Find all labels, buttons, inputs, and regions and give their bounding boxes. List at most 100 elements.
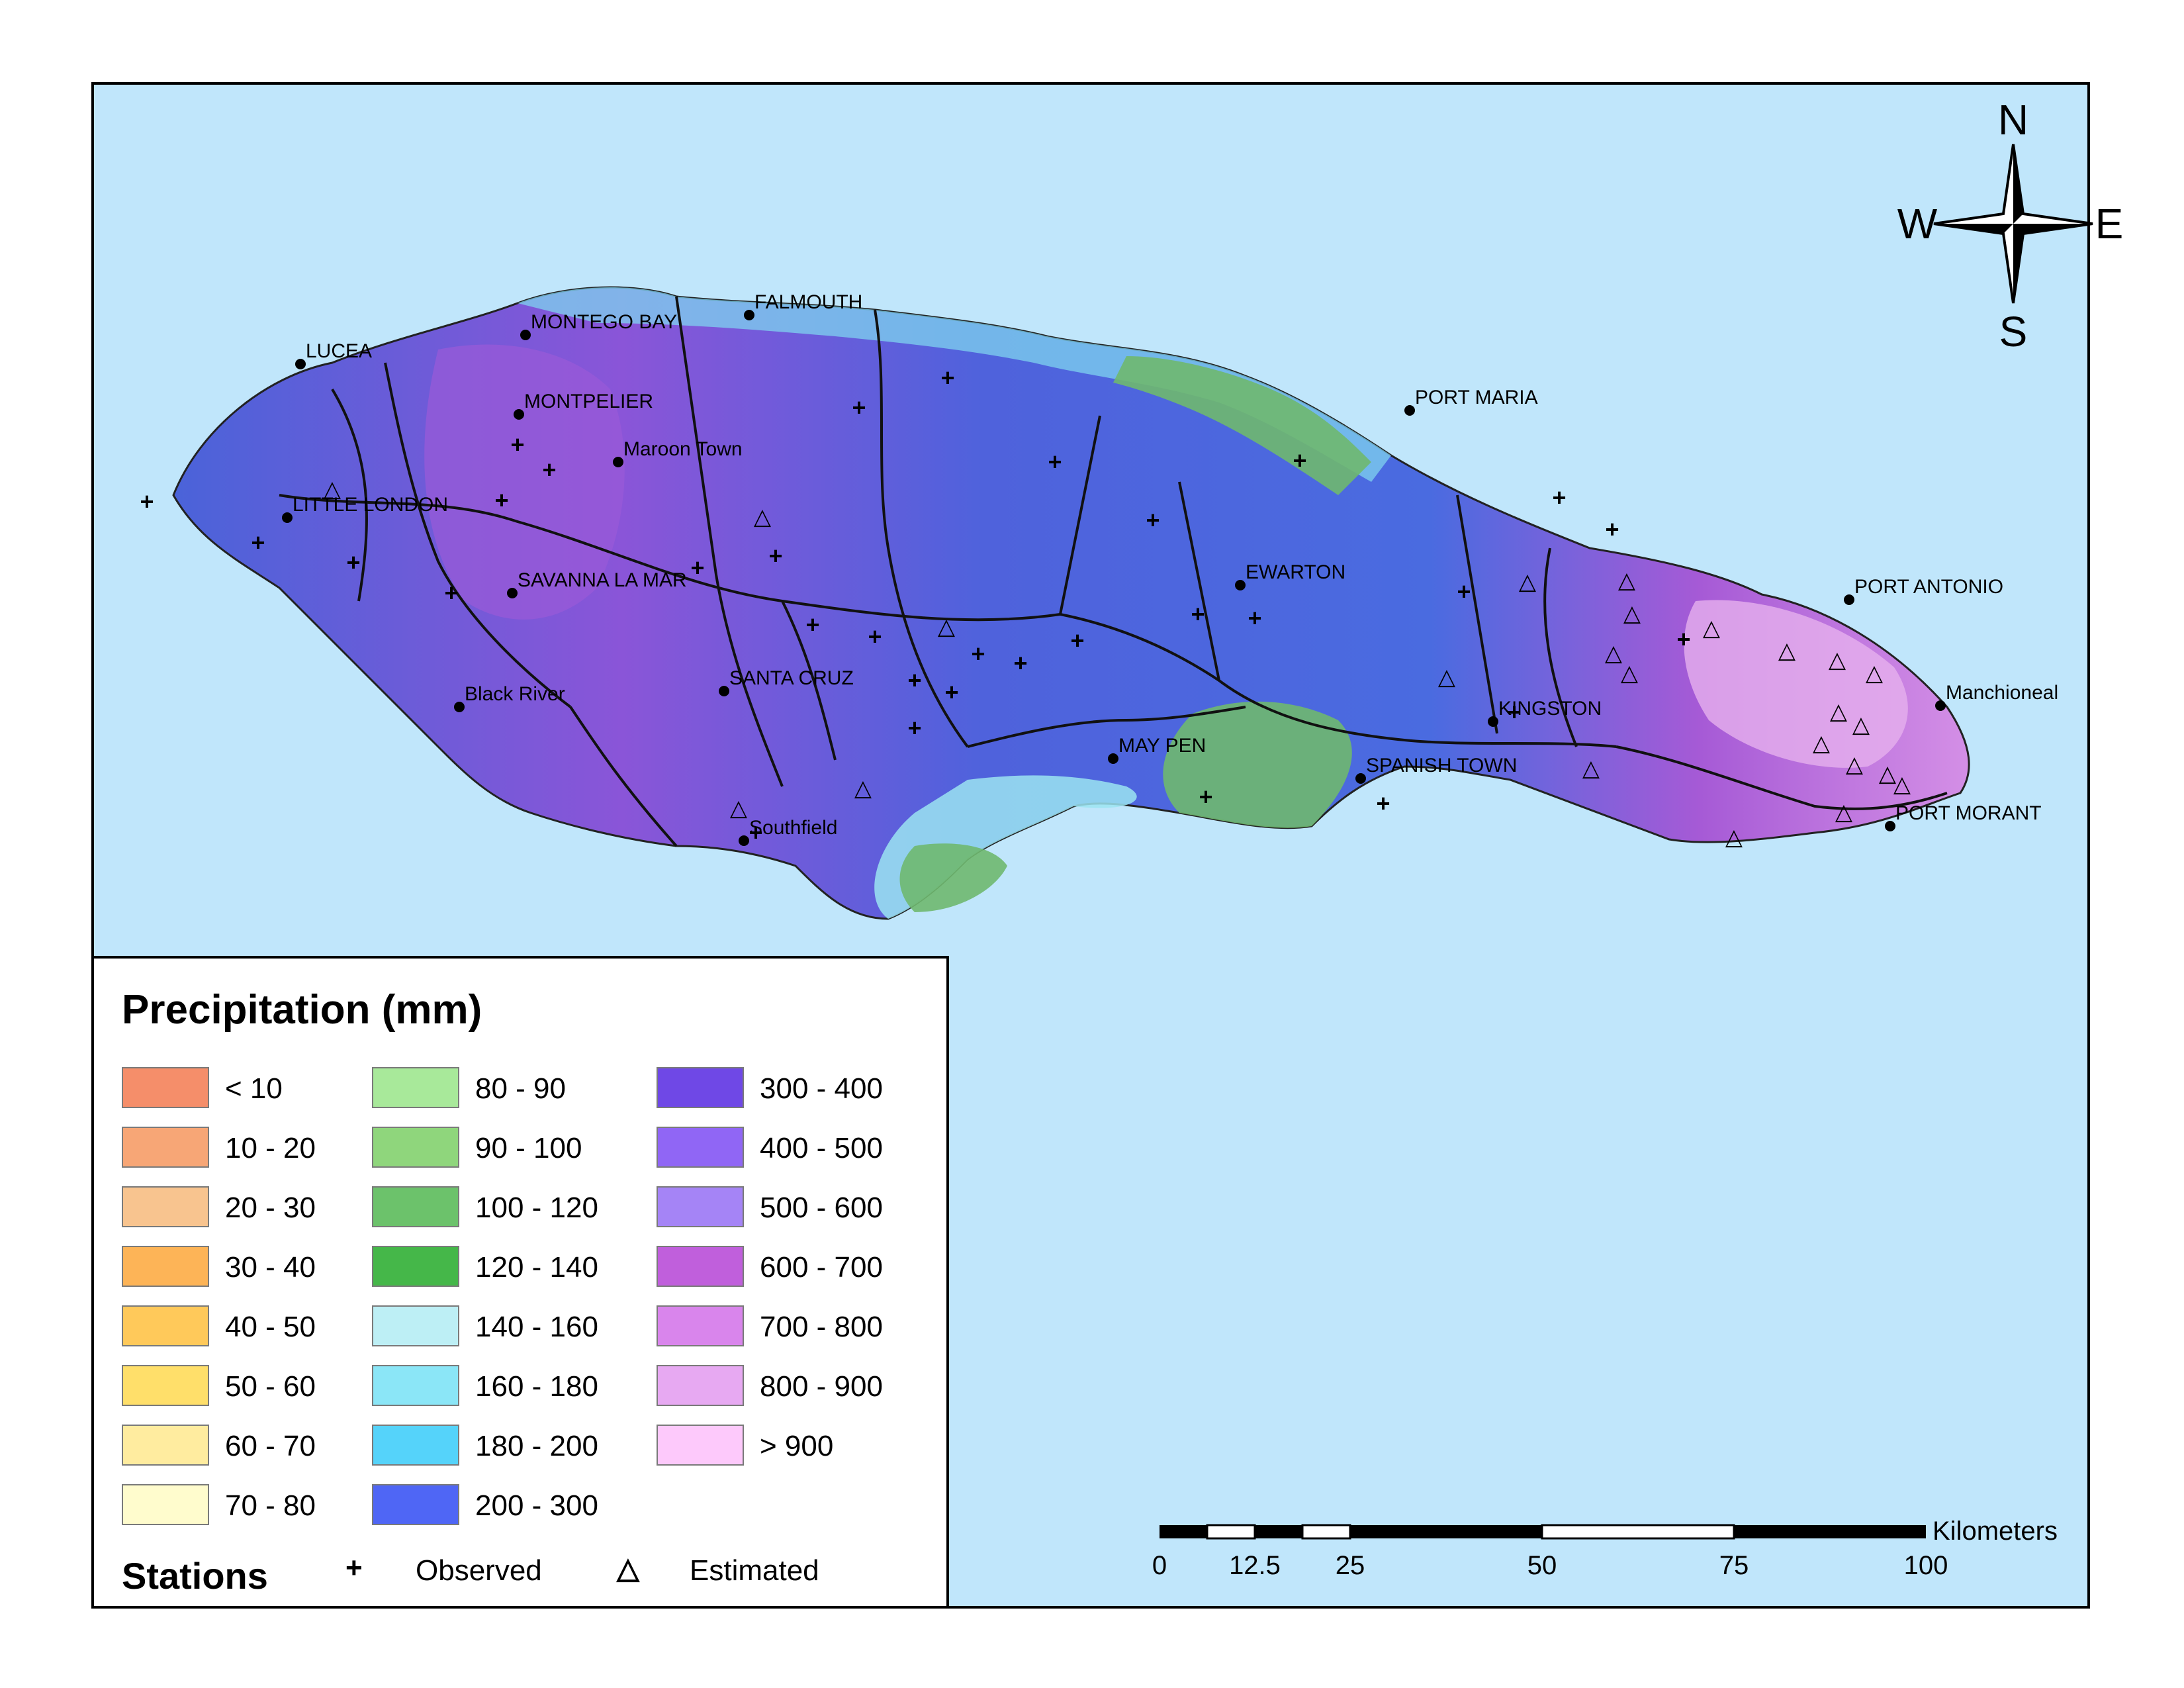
estimated-station: △ xyxy=(1778,637,1796,664)
observed-station: + xyxy=(1070,627,1084,654)
estimated-station: △ xyxy=(1830,698,1848,725)
stations-title: Stations xyxy=(122,1555,268,1597)
legend-item: 300 - 400 xyxy=(657,1067,934,1111)
observed-station: + xyxy=(510,431,524,458)
legend-item: 120 - 140 xyxy=(372,1246,650,1289)
map-canvas[interactable]: LUCEA MONTEGO BAY FALMOUTH MONTPELIER Maroon… xyxy=(94,85,2093,1611)
estimated-station: △ xyxy=(1703,615,1721,641)
city-marker xyxy=(1844,594,1854,605)
observed-station: + xyxy=(494,487,508,514)
legend-item: 500 - 600 xyxy=(657,1186,934,1230)
scale-tick-0: 0 xyxy=(1153,1551,1167,1580)
observed-station: + xyxy=(907,714,921,741)
legend-swatch xyxy=(122,1484,209,1525)
legend-swatch xyxy=(657,1186,744,1227)
legend-label: 100 - 120 xyxy=(475,1192,598,1224)
estimated-station: △ xyxy=(1605,640,1623,667)
legend-label: 500 - 600 xyxy=(760,1192,883,1224)
observed-station: + xyxy=(907,667,921,694)
observed-station: + xyxy=(140,488,154,515)
observed-station: + xyxy=(1248,604,1261,632)
observed-station: + xyxy=(346,549,360,576)
city-marker xyxy=(514,409,524,420)
scale-seg-1 xyxy=(1160,1525,1207,1538)
city-label: EWARTON xyxy=(1246,561,1345,583)
city-marker xyxy=(1108,753,1118,764)
scale-tick-5: 100 xyxy=(1904,1551,1948,1580)
scale-seg-7 xyxy=(1734,1525,1926,1538)
legend-item: 70 - 80 xyxy=(122,1484,400,1528)
city-marker xyxy=(739,835,749,846)
north-coast-green xyxy=(1113,356,1371,495)
north-arrow: N S E W xyxy=(1897,96,2124,355)
scale-tick-2: 25 xyxy=(1336,1551,1365,1580)
legend-swatch xyxy=(122,1127,209,1168)
legend-item: 180 - 200 xyxy=(372,1425,650,1468)
observed-station: + xyxy=(749,819,762,846)
legend: Precipitation (mm) < 10 10 - 20 20 - 30 30 … xyxy=(91,956,949,1609)
legend-item: 700 - 800 xyxy=(657,1305,934,1349)
estimated-station: △ xyxy=(1438,664,1456,690)
south-plains xyxy=(1163,701,1352,828)
legend-swatch xyxy=(372,1127,459,1168)
observed-station: + xyxy=(971,640,985,667)
legend-swatch xyxy=(657,1425,744,1466)
scale-seg-5 xyxy=(1350,1525,1542,1538)
legend-item: 800 - 900 xyxy=(657,1365,934,1409)
estimated-station: △ xyxy=(1846,751,1864,778)
city-marker xyxy=(613,457,623,467)
city-label: Southfield xyxy=(749,817,837,839)
west-label: W xyxy=(1897,200,1938,248)
estimated-station: △ xyxy=(1621,660,1639,686)
estimated-label: Estimated xyxy=(690,1554,819,1587)
estimated-station: △ xyxy=(1835,799,1853,825)
observed-station: + xyxy=(1376,790,1390,817)
north-arrow-star-dark xyxy=(1934,144,2093,303)
legend-label: 10 - 20 xyxy=(225,1132,316,1164)
observed-station: + xyxy=(251,529,265,556)
legend-label: 50 - 60 xyxy=(225,1370,316,1403)
estimated-station: △ xyxy=(324,476,341,502)
legend-label: 20 - 30 xyxy=(225,1192,316,1224)
legend-label: 800 - 900 xyxy=(760,1370,883,1403)
estimated-station: △ xyxy=(1829,647,1846,673)
legend-label: 120 - 140 xyxy=(475,1251,598,1284)
city-label: SPANISH TOWN xyxy=(1366,755,1517,776)
city-label: Maroon Town xyxy=(623,438,743,460)
portland-point-green xyxy=(899,843,1007,912)
observed-station: + xyxy=(1605,516,1619,543)
observed-station: + xyxy=(805,611,819,638)
observed-station: + xyxy=(1191,600,1205,628)
scale-tick-4: 75 xyxy=(1719,1551,1749,1580)
city-label: PORT MORANT xyxy=(1895,802,2042,824)
legend-item: 10 - 20 xyxy=(122,1127,400,1170)
legend-swatch xyxy=(372,1305,459,1346)
city-label: FALMOUTH xyxy=(754,291,862,313)
legend-swatch xyxy=(372,1067,459,1108)
observed-station: + xyxy=(1146,506,1160,534)
road-network xyxy=(279,296,1948,847)
city-marker xyxy=(1355,773,1366,784)
legend-item: 200 - 300 xyxy=(372,1484,650,1528)
legend-swatch xyxy=(122,1425,209,1466)
observed-station: + xyxy=(444,579,458,606)
east-label: E xyxy=(2095,200,2124,248)
scale-seg-3 xyxy=(1255,1525,1302,1538)
legend-item: 40 - 50 xyxy=(122,1305,400,1349)
city-marker xyxy=(1935,700,1946,711)
scale-tick-1: 12.5 xyxy=(1229,1551,1281,1580)
legend-swatch xyxy=(122,1067,209,1108)
city-label: LITTLE LONDON xyxy=(293,494,448,516)
estimated-station: △ xyxy=(854,775,872,802)
estimated-station: △ xyxy=(1813,730,1831,757)
observed-station: + xyxy=(1199,783,1212,810)
legend-item: 30 - 40 xyxy=(122,1246,400,1289)
city-label: PORT ANTONIO xyxy=(1854,576,2003,598)
legend-label: 160 - 180 xyxy=(475,1370,598,1403)
legend-item: 140 - 160 xyxy=(372,1305,650,1349)
legend-label: 180 - 200 xyxy=(475,1430,598,1462)
legend-label: 80 - 90 xyxy=(475,1072,566,1105)
city-label: MONTEGO BAY xyxy=(531,311,677,333)
observed-station: + xyxy=(1676,626,1690,653)
observed-station: + xyxy=(852,394,866,421)
